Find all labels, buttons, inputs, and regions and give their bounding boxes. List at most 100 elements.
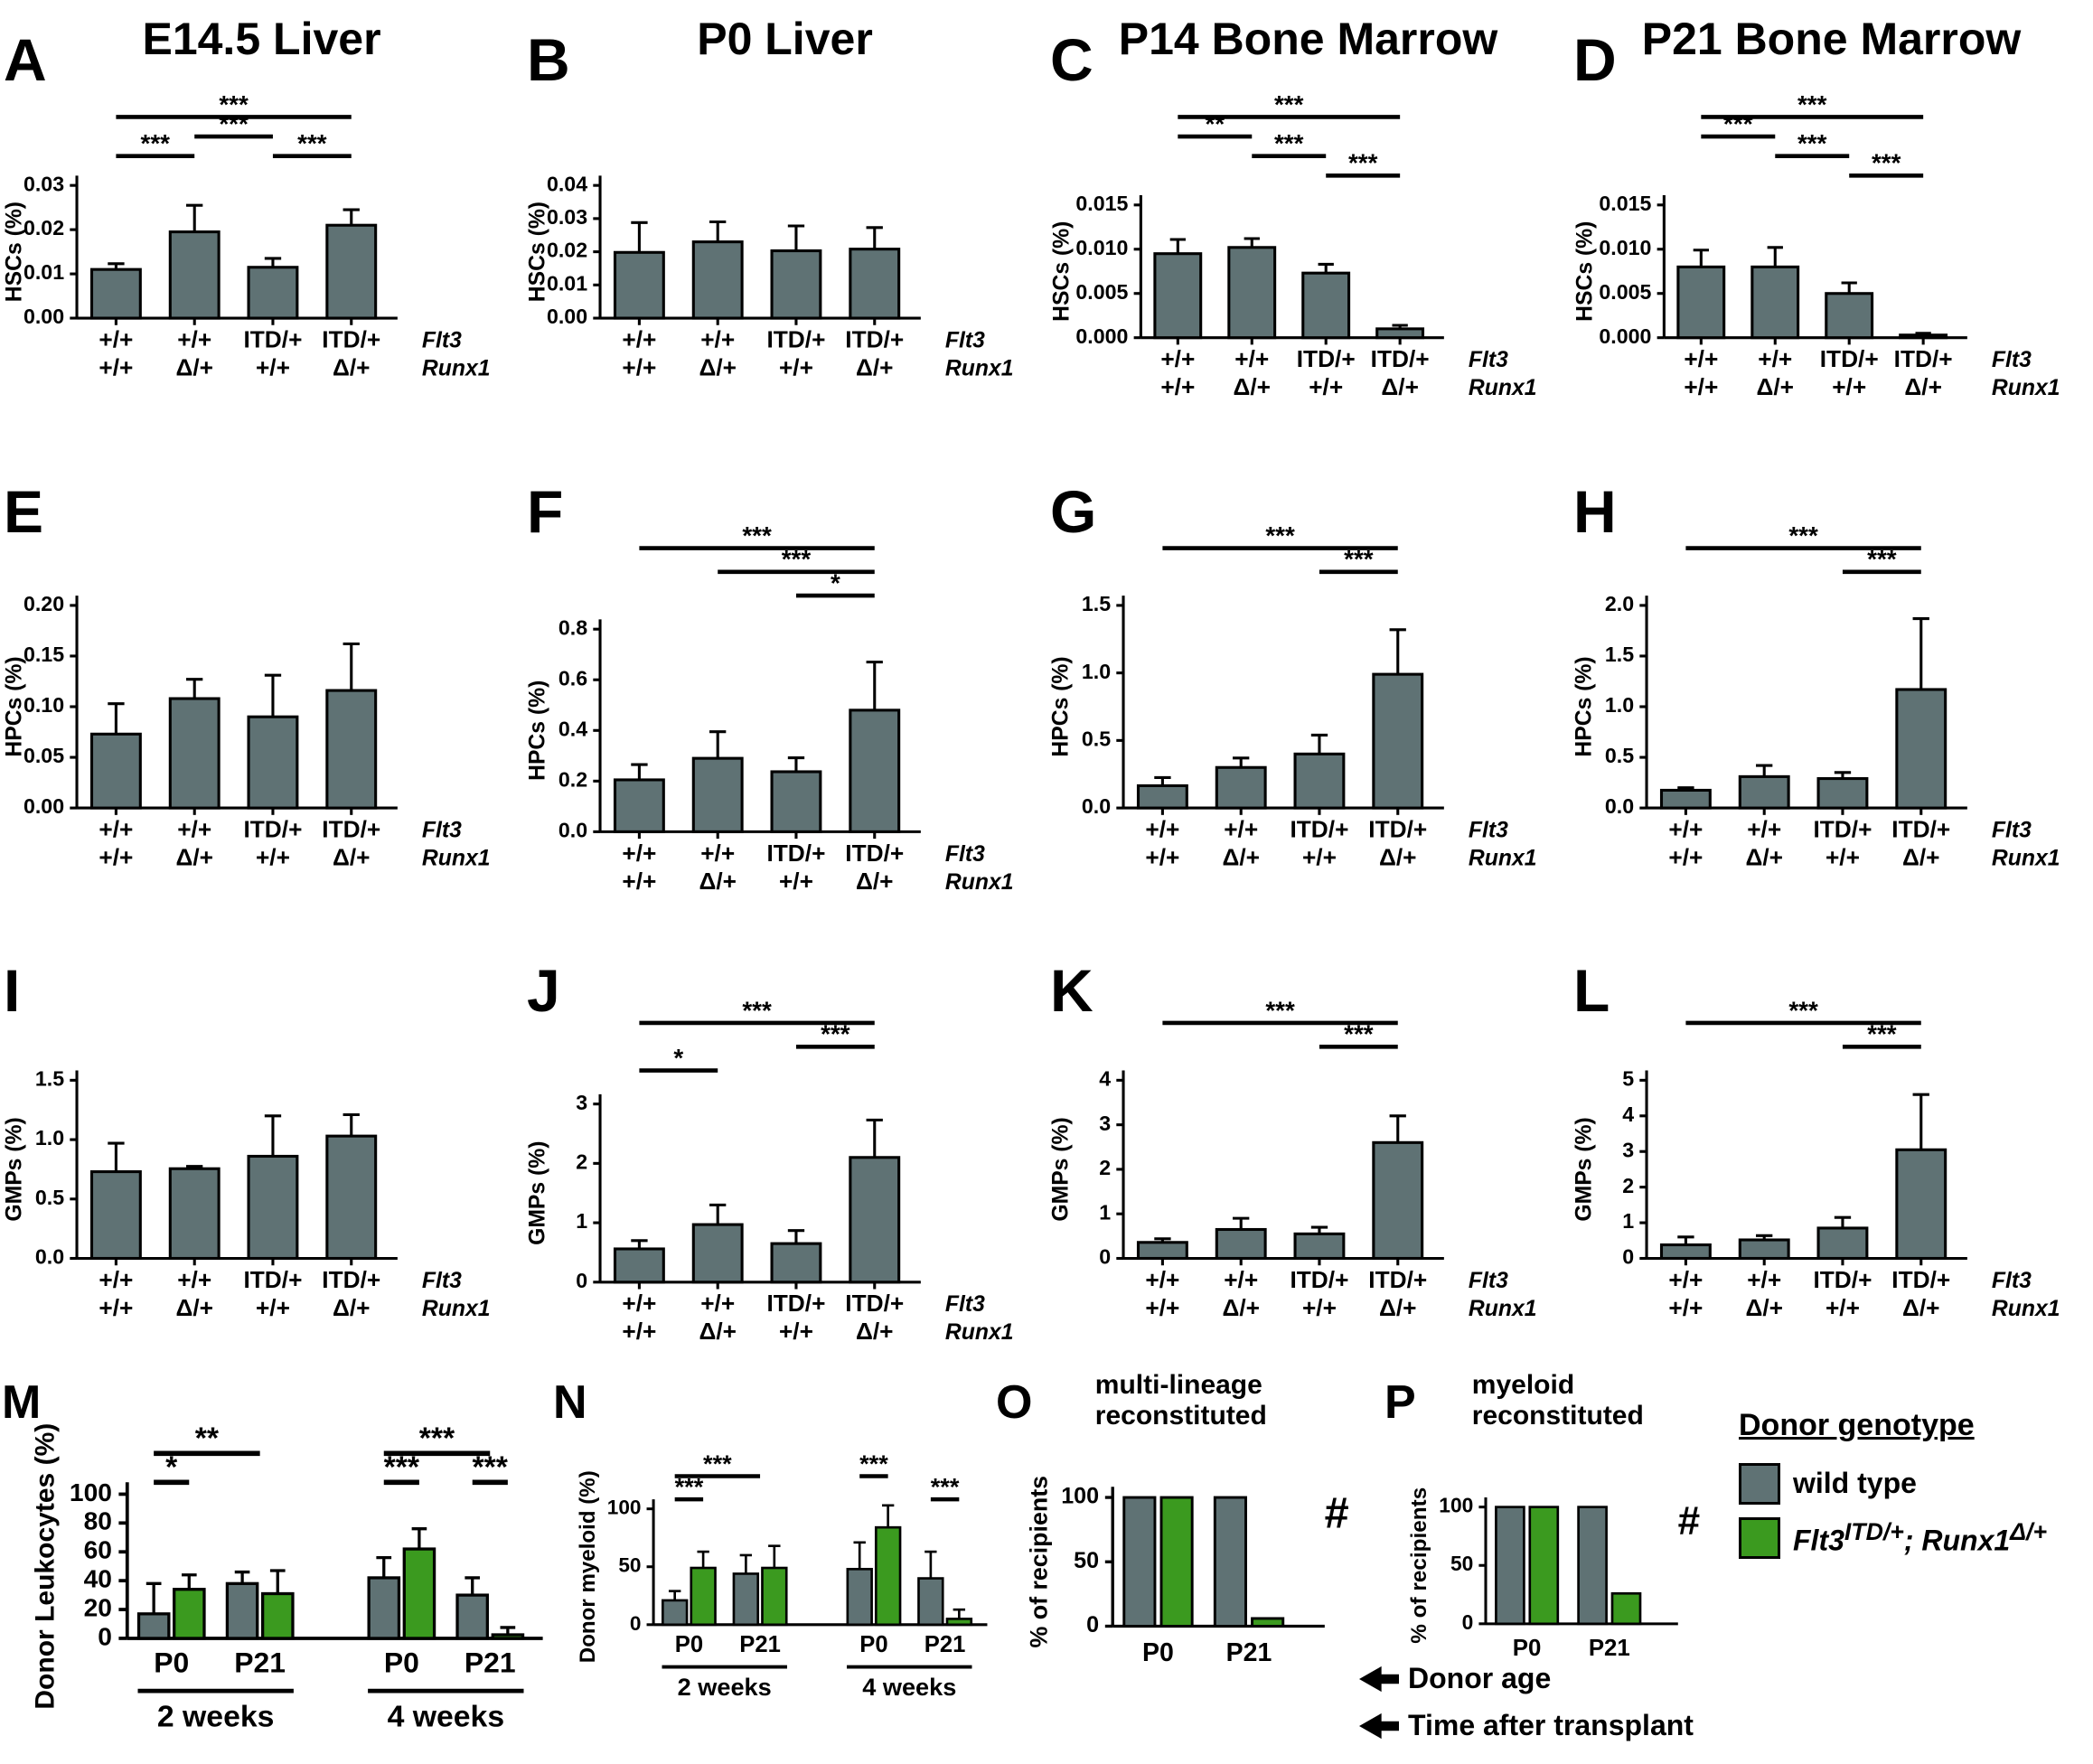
svg-text:Flt3: Flt3 [1992,1269,2032,1293]
svg-text:Runx1: Runx1 [945,870,1014,895]
svg-text:ITD/+: ITD/+ [1820,345,1879,372]
svg-text:Runx1: Runx1 [422,356,491,380]
svg-text:Δ/+: Δ/+ [1222,1294,1260,1321]
svg-text:***: *** [742,521,772,549]
svg-text:+/+: +/+ [1302,843,1337,870]
svg-text:0.010: 0.010 [1599,236,1651,259]
svg-text:***: *** [1797,129,1827,157]
svg-text:+/+: +/+ [1747,1266,1781,1293]
svg-text:Runx1: Runx1 [422,1297,491,1321]
svg-text:0.0: 0.0 [1082,794,1111,818]
svg-text:+/+: +/+ [1145,843,1179,870]
svg-text:Δ/+: Δ/+ [175,353,213,380]
svg-text:**: ** [195,1422,220,1456]
svg-text:0.005: 0.005 [1599,280,1651,304]
svg-text:0.0: 0.0 [35,1245,64,1269]
svg-text:0: 0 [576,1269,587,1292]
svg-text:ITD/+: ITD/+ [243,1266,302,1293]
svg-text:HPCs (%): HPCs (%) [1049,656,1074,756]
svg-text:+/+: +/+ [1145,1294,1179,1321]
svg-text:+/+: +/+ [622,353,656,380]
svg-text:3: 3 [1622,1138,1634,1161]
svg-text:***: *** [1348,149,1378,177]
svg-text:ITD/+: ITD/+ [1290,816,1348,843]
svg-text:ITD/+: ITD/+ [1891,1266,1950,1293]
svg-text:**: ** [1205,109,1225,137]
svg-text:100: 100 [1061,1484,1099,1509]
svg-text:+/+: +/+ [1309,373,1343,400]
svg-text:0: 0 [1622,1245,1634,1269]
svg-text:+/+: +/+ [700,326,735,353]
svg-text:***: *** [1872,149,1901,177]
svg-text:1.0: 1.0 [1605,693,1634,717]
svg-text:Runx1: Runx1 [945,1320,1014,1345]
svg-text:***: *** [703,1450,732,1478]
svg-text:Flt3: Flt3 [1469,1269,1508,1293]
svg-text:ITD/+: ITD/+ [1368,1266,1427,1293]
svg-text:P21: P21 [234,1646,286,1678]
svg-text:Δ/+: Δ/+ [699,353,737,380]
svg-text:+/+: +/+ [779,353,813,380]
svg-text:ITD/+: ITD/+ [1813,816,1872,843]
svg-text:Flt3: Flt3 [1992,348,2032,372]
svg-text:Δ/+: Δ/+ [1902,1294,1940,1321]
svg-text:50: 50 [618,1554,641,1577]
svg-text:#: # [1678,1499,1701,1544]
svg-text:Δ/+: Δ/+ [856,1318,894,1345]
svg-text:+/+: +/+ [622,326,656,353]
svg-text:HPCs (%): HPCs (%) [3,656,27,756]
svg-text:P21: P21 [465,1646,516,1678]
svg-text:+/+: +/+ [99,843,133,870]
svg-text:+/+: +/+ [1145,1266,1179,1293]
svg-text:0.00: 0.00 [23,305,64,328]
svg-text:0.0: 0.0 [558,819,587,842]
svg-text:Donor Leukocytes (%): Donor Leukocytes (%) [31,1423,61,1710]
svg-text:0: 0 [98,1622,112,1650]
svg-text:1.5: 1.5 [35,1067,64,1091]
svg-text:1.0: 1.0 [35,1126,64,1149]
svg-text:2 weeks: 2 weeks [678,1673,772,1701]
svg-text:+/+: +/+ [1224,1266,1258,1293]
svg-text:+/+: +/+ [1302,1294,1337,1321]
svg-text:0.02: 0.02 [23,216,64,239]
svg-text:% of recipients: % of recipients [1407,1487,1431,1644]
svg-text:***: *** [742,996,772,1024]
svg-text:Flt3: Flt3 [422,329,462,353]
svg-text:***: *** [931,1473,960,1501]
svg-text:+/+: +/+ [622,840,656,867]
svg-text:+/+: +/+ [622,1318,656,1345]
svg-text:+/+: +/+ [99,1294,133,1321]
svg-text:0.03: 0.03 [23,172,64,195]
svg-text:Δ/+: Δ/+ [1904,373,1942,400]
svg-text:0.00: 0.00 [23,794,64,818]
svg-text:***: *** [419,1422,455,1456]
svg-text:Δ/+: Δ/+ [1745,843,1783,870]
svg-text:+/+: +/+ [1224,816,1258,843]
svg-text:0.20: 0.20 [23,592,64,615]
svg-text:***: *** [1274,90,1304,118]
svg-text:+/+: +/+ [779,1318,813,1345]
svg-text:Runx1: Runx1 [1992,1297,2060,1321]
svg-text:+/+: +/+ [1668,1266,1703,1293]
svg-text:Δ/+: Δ/+ [856,868,894,895]
svg-text:P21: P21 [1226,1638,1272,1667]
svg-text:+/+: +/+ [256,353,290,380]
svg-text:Flt3: Flt3 [945,1292,985,1317]
svg-text:Flt3: Flt3 [1469,819,1508,843]
svg-text:ITD/+: ITD/+ [766,326,825,353]
svg-text:+/+: +/+ [622,868,656,895]
svg-text:1.5: 1.5 [1082,592,1111,615]
svg-text:ITD/+: ITD/+ [1894,345,1953,372]
svg-text:ITD/+: ITD/+ [243,326,302,353]
svg-text:ITD/+: ITD/+ [1297,345,1356,372]
svg-text:ITD/+: ITD/+ [243,816,302,843]
svg-text:3: 3 [1099,1112,1111,1135]
svg-text:+/+: +/+ [622,1290,656,1317]
svg-text:0.00: 0.00 [547,305,587,328]
svg-text:Δ/+: Δ/+ [333,1294,371,1321]
svg-text:HSCs (%): HSCs (%) [1572,221,1597,322]
svg-text:0.015: 0.015 [1075,192,1128,215]
svg-text:0.000: 0.000 [1599,324,1651,348]
svg-text:ITD/+: ITD/+ [1368,816,1427,843]
svg-text:50: 50 [1074,1548,1099,1573]
